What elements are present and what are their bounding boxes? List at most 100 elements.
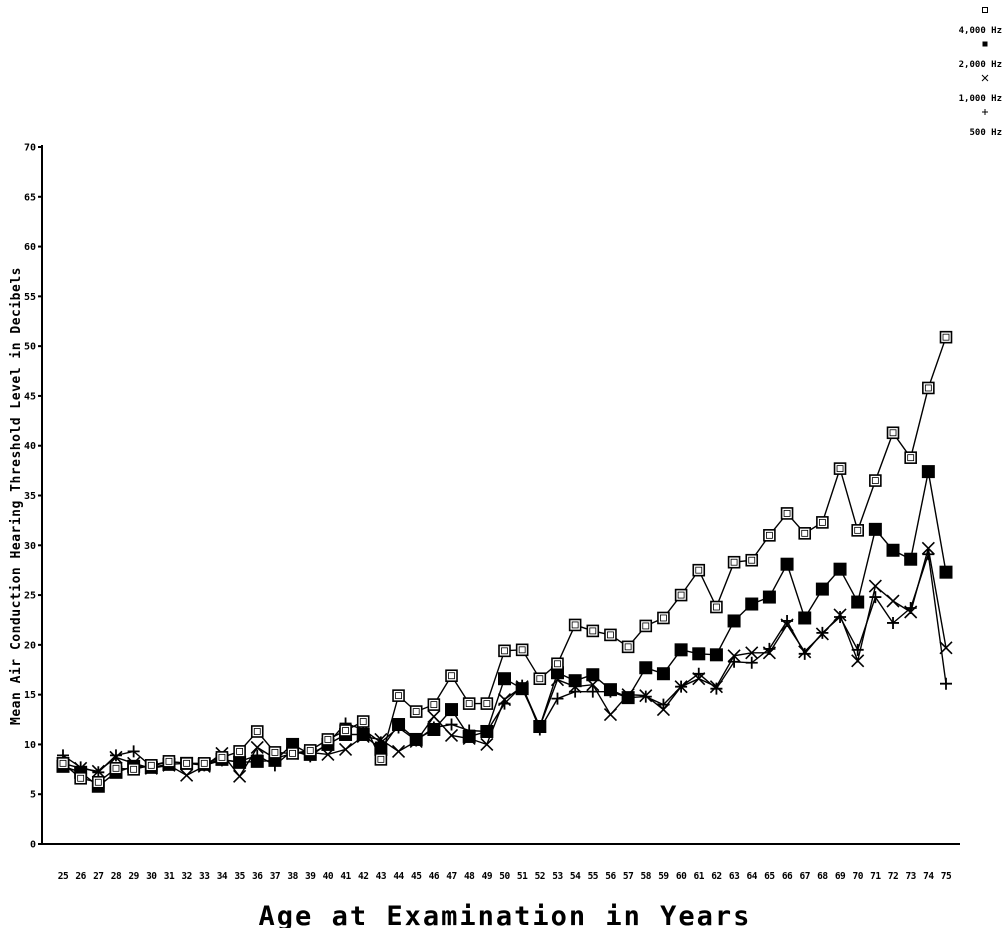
x-tick-label: 49 [482, 871, 493, 882]
data-point [56, 757, 70, 770]
x-tick-label: 41 [340, 871, 351, 882]
data-point [338, 742, 353, 756]
data-point-inner [412, 708, 420, 715]
data-point [868, 522, 882, 536]
data-point [886, 594, 900, 608]
data-point [356, 727, 370, 741]
data-point [709, 680, 723, 694]
y-tick-label: 65 [24, 192, 36, 203]
data-point [904, 605, 918, 619]
x-tick-label: 70 [852, 871, 863, 882]
data-point [109, 750, 123, 764]
data-point [939, 641, 953, 655]
legend-symbol [982, 41, 988, 47]
data-point-inner [130, 765, 138, 773]
x-tick-label: 63 [729, 871, 740, 882]
data-point [851, 654, 865, 668]
data-point-inner [165, 757, 173, 765]
data-point [745, 597, 759, 611]
data-point-inner [854, 526, 862, 534]
data-point [674, 643, 688, 657]
data-point [568, 674, 582, 688]
data-point-inner [236, 747, 244, 755]
data-point [551, 657, 564, 671]
legend-symbol [982, 7, 988, 13]
data-point [869, 591, 882, 604]
data-point [268, 746, 282, 759]
data-point [91, 764, 105, 778]
x-tick-label: 66 [782, 871, 793, 882]
legend-label: 4,000 Hz [959, 26, 1002, 36]
data-point [851, 643, 864, 656]
data-point-inner [783, 510, 791, 517]
data-point-inner [607, 631, 614, 639]
data-point [798, 647, 811, 660]
data-point [833, 608, 847, 622]
data-point-inner [518, 646, 526, 654]
data-point-inner [748, 556, 756, 564]
data-point [762, 590, 776, 604]
data-point [568, 618, 582, 632]
data-point [887, 616, 900, 629]
y-tick-label: 20 [24, 640, 36, 651]
x-tick-label: 50 [499, 871, 510, 882]
data-point-inner [801, 529, 809, 537]
y-tick-label: 25 [24, 591, 36, 602]
data-point [639, 619, 653, 633]
y-tick-label: 0 [30, 840, 36, 851]
data-point [727, 555, 741, 569]
data-point-inner [889, 429, 897, 437]
legend-symbol [982, 109, 988, 115]
data-point [851, 595, 865, 609]
data-point [639, 689, 653, 703]
data-point-inner [112, 764, 120, 772]
data-point [940, 677, 952, 690]
data-point-inner [94, 778, 102, 786]
data-point [515, 682, 529, 696]
data-point [745, 646, 759, 660]
series-markers [56, 330, 953, 793]
data-point [427, 722, 441, 736]
x-tick-label: 51 [517, 871, 528, 882]
data-point-inner [942, 333, 950, 341]
x-tick-label: 29 [128, 871, 139, 882]
data-point [621, 691, 635, 705]
data-point [656, 703, 671, 717]
data-point-inner [907, 454, 915, 462]
data-point-inner [554, 660, 561, 668]
x-tick-label: 55 [588, 871, 599, 882]
x-tick-label: 25 [58, 871, 69, 882]
data-point-inner [77, 774, 85, 782]
data-point [692, 563, 706, 577]
data-point [445, 703, 459, 717]
x-tick-label: 38 [287, 871, 298, 882]
data-point [162, 755, 176, 768]
data-point-inner [836, 465, 844, 473]
x-tick-label: 30 [146, 871, 157, 882]
data-point [674, 588, 688, 602]
x-tick-label: 43 [376, 871, 387, 882]
x-tick-label: 28 [111, 871, 122, 882]
data-point [197, 757, 211, 770]
data-point [180, 768, 194, 782]
data-point [780, 557, 794, 571]
data-point [815, 627, 829, 641]
data-point [391, 744, 406, 758]
data-point-inner [642, 622, 650, 630]
data-point-inner [465, 700, 473, 708]
data-point [409, 705, 423, 718]
data-point [639, 661, 653, 675]
x-tick-label: 68 [817, 871, 828, 882]
y-tick-label: 35 [24, 491, 36, 502]
x-tick-label: 33 [199, 871, 210, 882]
data-point [656, 667, 670, 681]
data-point [886, 426, 900, 440]
data-point [480, 697, 494, 710]
x-tick-label: 71 [870, 871, 881, 882]
data-point [374, 753, 388, 766]
data-point [498, 644, 511, 658]
data-point [728, 655, 741, 668]
data-point-inner [218, 753, 226, 761]
data-point-inner [359, 718, 367, 725]
data-point [710, 682, 723, 695]
